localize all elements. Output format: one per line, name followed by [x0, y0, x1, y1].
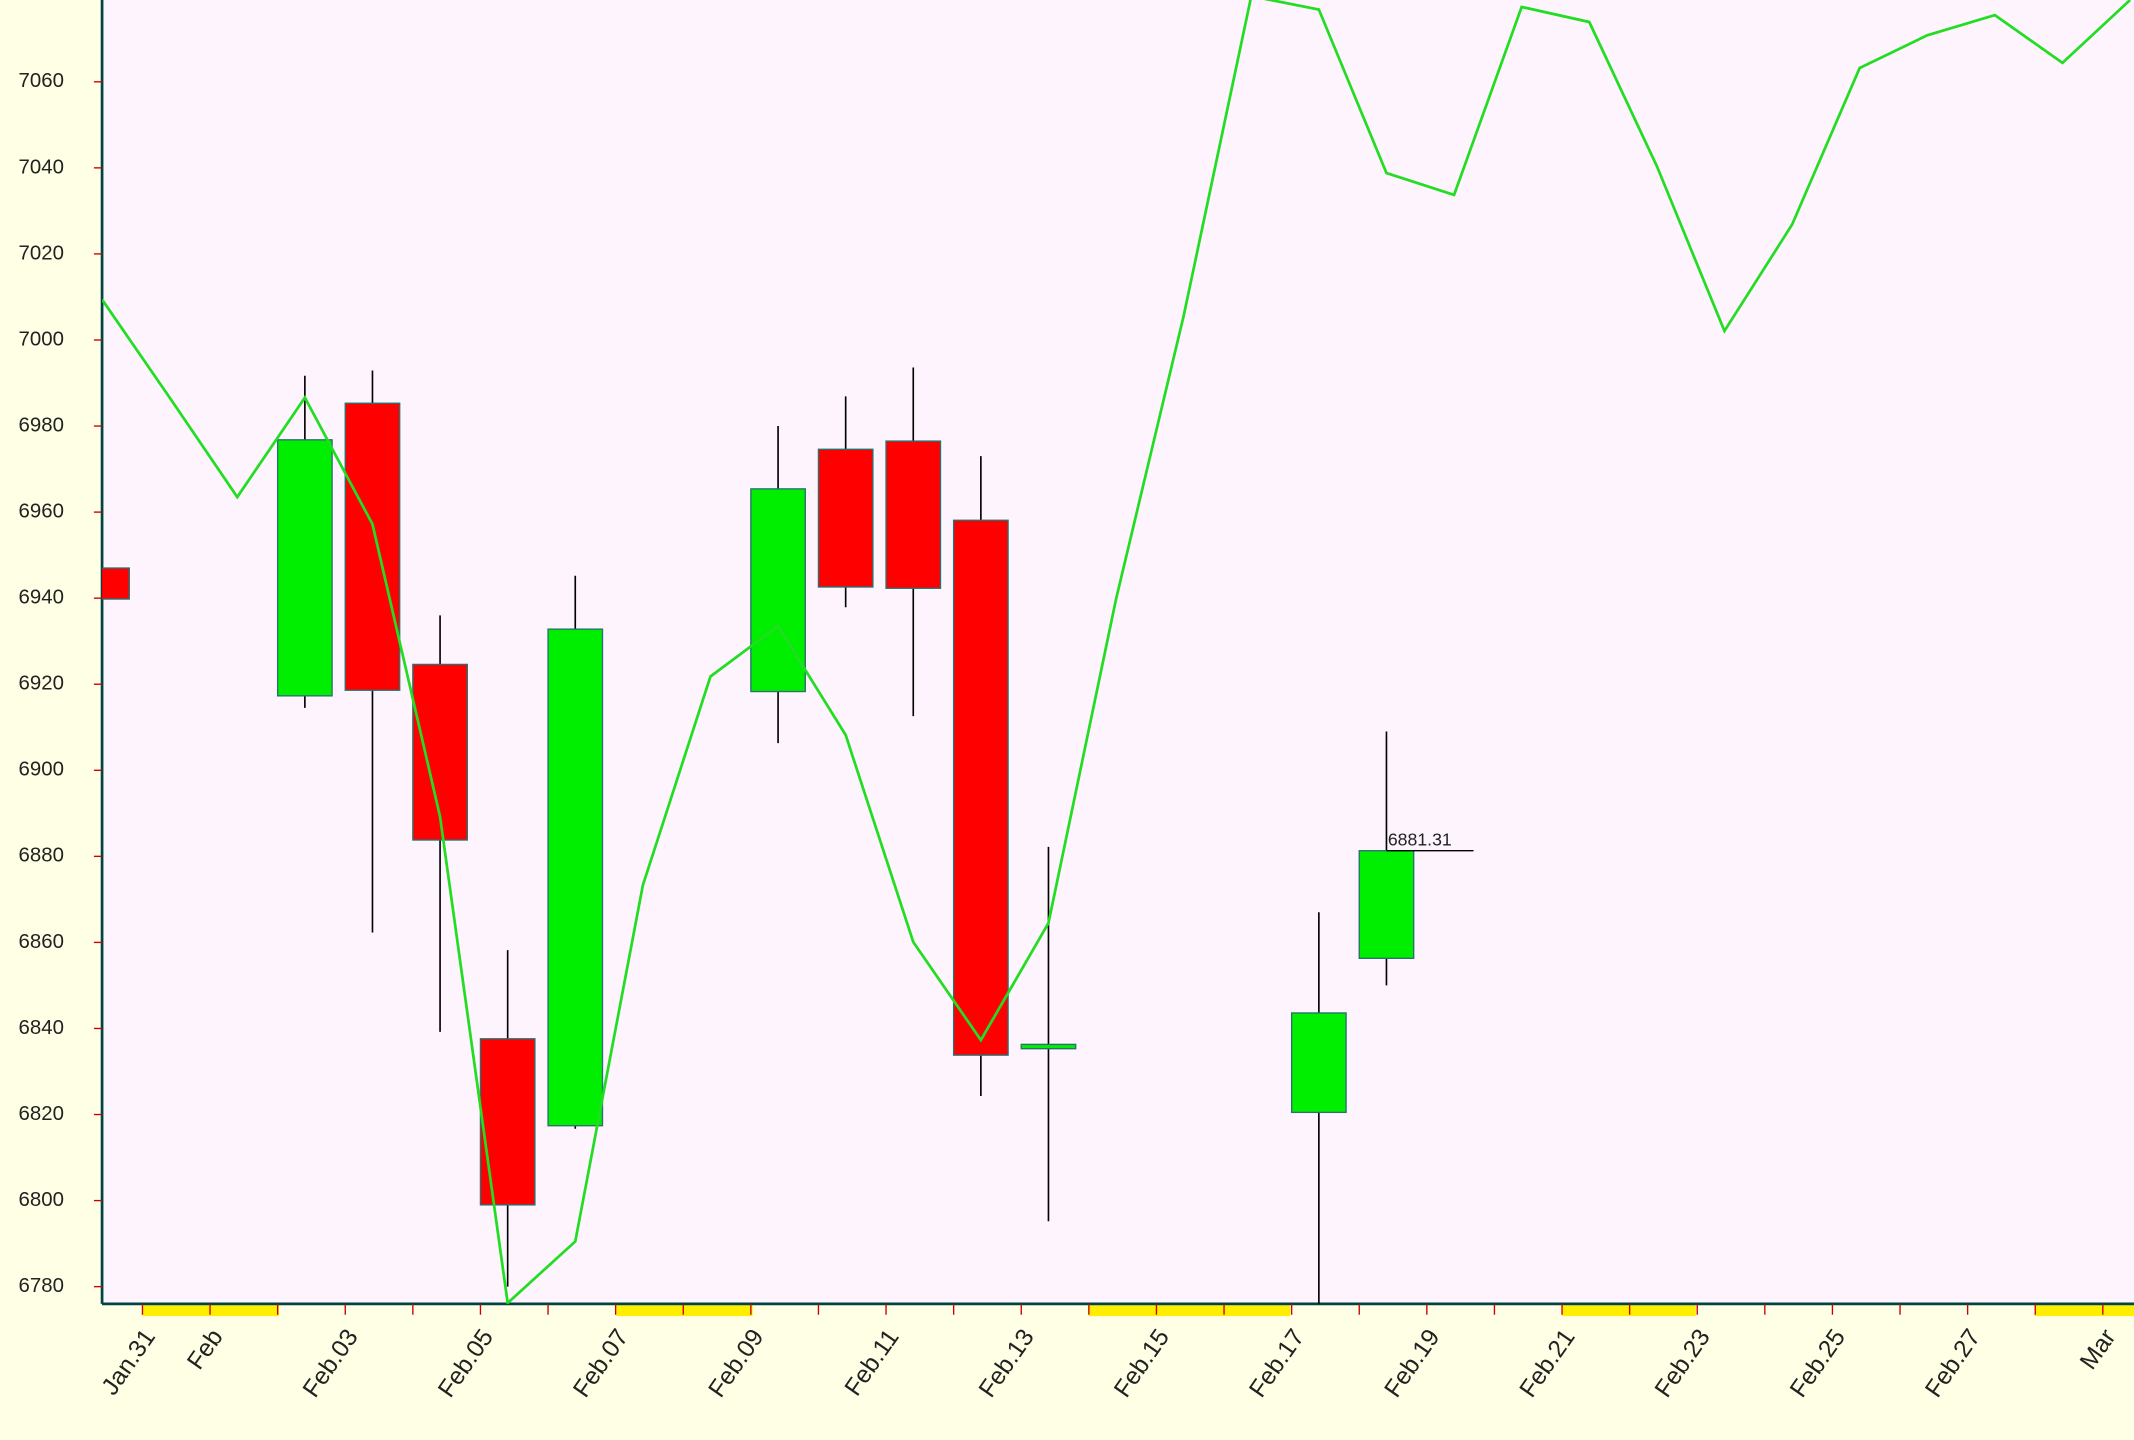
- candle-body: [102, 567, 130, 600]
- candle-body: [1358, 850, 1415, 960]
- y-tick-label: 6780: [19, 1275, 64, 1297]
- y-tick-label: 6860: [19, 931, 64, 953]
- candle-body: [817, 448, 874, 588]
- candle-body: [479, 1038, 536, 1206]
- weekend-band: [142, 1305, 279, 1317]
- plot: [102, 0, 2131, 1304]
- candle-body: [547, 628, 604, 1127]
- y-tick-label: 6840: [19, 1017, 64, 1039]
- weekend-band: [1088, 1305, 1291, 1317]
- y-tick-label: 7020: [19, 242, 64, 264]
- candle-body: [952, 519, 1009, 1056]
- y-tick-label: 6980: [19, 414, 64, 436]
- y-tick-label: 7040: [19, 156, 64, 178]
- weekend-band: [2034, 1305, 2134, 1317]
- y-tick-label: 6800: [19, 1189, 64, 1211]
- plot-area: [102, 0, 2134, 1304]
- weekend-band: [616, 1305, 753, 1317]
- y-tick-label: 7000: [19, 328, 64, 350]
- y-tick-label: 6920: [19, 673, 64, 695]
- y-tick-label: 6880: [19, 845, 64, 867]
- y-tick-label: 6820: [19, 1103, 64, 1125]
- candle-body: [885, 440, 942, 589]
- candle-body: [344, 402, 401, 691]
- candle-body: [276, 439, 333, 697]
- candle-body: [1290, 1012, 1347, 1114]
- y-tick-label: 7060: [19, 70, 64, 92]
- index-line: [102, 0, 2131, 1304]
- candle-body: [750, 488, 806, 693]
- y-tick-label: 6900: [19, 759, 64, 781]
- y-tick-label: 6940: [19, 587, 64, 609]
- candle-body: [1020, 1043, 1077, 1050]
- y-tick-label: 6960: [19, 500, 64, 522]
- last-price-label: 6881.31: [1388, 829, 1452, 849]
